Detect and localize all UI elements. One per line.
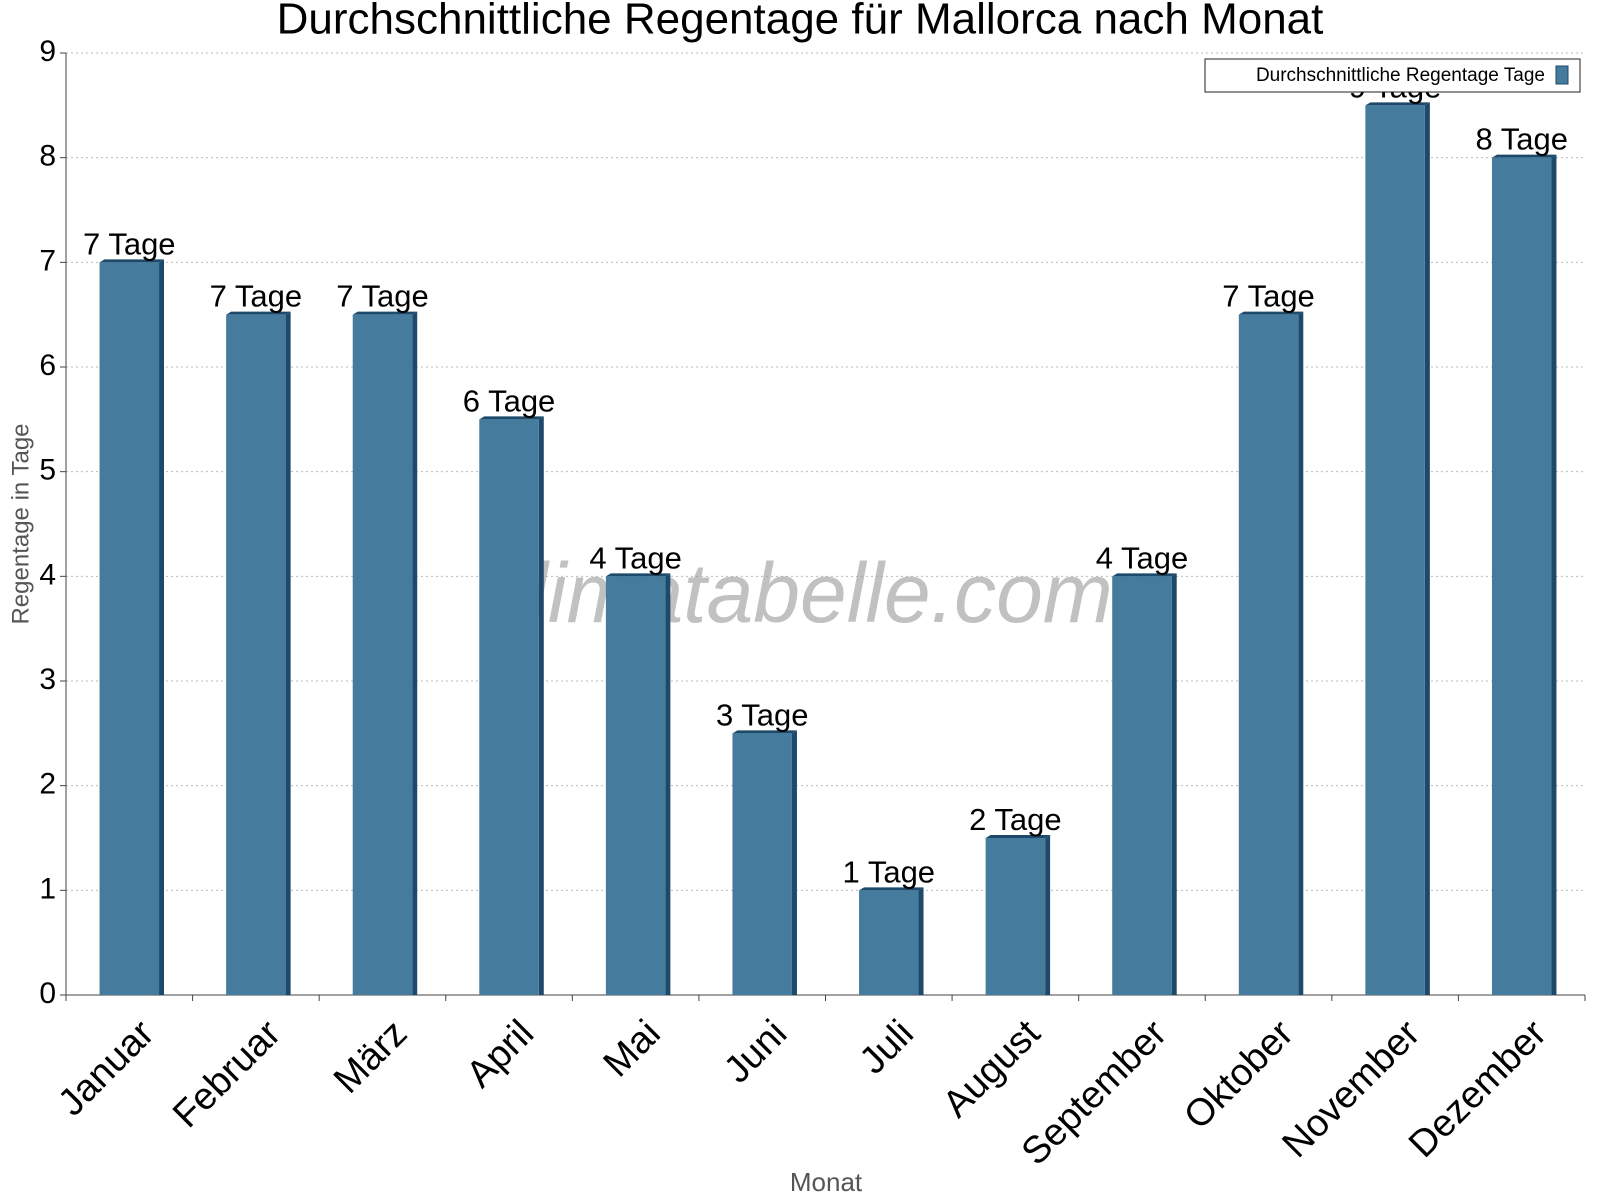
chart-title: Durchschnittliche Regentage für Mallorca… xyxy=(277,0,1324,44)
bar-side xyxy=(791,730,797,995)
watermark: klimatabelle.com xyxy=(487,546,1113,640)
x-tick-label: August xyxy=(935,1012,1049,1126)
value-label: 7 Tage xyxy=(336,279,429,314)
value-label: 8 Tage xyxy=(1475,122,1568,157)
bar-side xyxy=(1424,102,1430,996)
value-label: 1 Tage xyxy=(843,854,936,889)
bar xyxy=(859,890,919,995)
y-tick-label: 1 xyxy=(39,872,56,905)
y-tick-label: 7 xyxy=(39,244,56,277)
bar-side xyxy=(285,311,291,996)
value-label: 3 Tage xyxy=(716,697,809,732)
bar-side xyxy=(1551,154,1557,995)
y-tick-label: 2 xyxy=(39,768,56,801)
bar-side xyxy=(1298,311,1304,996)
y-tick-label: 6 xyxy=(39,349,56,382)
legend-box xyxy=(1204,58,1581,93)
bar-side xyxy=(538,416,544,995)
bar-side xyxy=(412,311,418,996)
x-tick-label: März xyxy=(326,1012,415,1101)
bar-side xyxy=(159,259,165,995)
legend: Durchschnittliche Regentage Tage xyxy=(1204,58,1581,93)
x-axis-label: Monat xyxy=(790,1167,863,1197)
bar-top xyxy=(1112,573,1177,577)
value-label: 4 Tage xyxy=(589,540,682,575)
bar-top xyxy=(479,416,544,420)
bar-top xyxy=(985,835,1051,838)
bar xyxy=(352,314,413,996)
value-label: 7 Tage xyxy=(83,226,176,261)
x-tick-label: Dezember xyxy=(1401,1012,1555,1166)
value-label: 2 Tage xyxy=(969,802,1062,837)
x-tick-label: November xyxy=(1275,1012,1429,1166)
x-tick-label: Mai xyxy=(596,1012,669,1085)
bar-side xyxy=(1045,835,1051,995)
bar xyxy=(605,576,666,995)
bar-side xyxy=(1171,573,1177,995)
y-tick-label: 9 xyxy=(39,35,56,68)
bar-top xyxy=(732,730,797,734)
value-label: 4 Tage xyxy=(1096,540,1189,575)
x-tick-label: Juli xyxy=(852,1012,922,1082)
x-tick-label: Februar xyxy=(165,1012,289,1136)
bar-top xyxy=(226,311,291,315)
value-label: 7 Tage xyxy=(210,279,303,314)
y-tick-label: 0 xyxy=(39,977,56,1010)
bar-top xyxy=(99,259,165,263)
bar-top xyxy=(605,573,671,577)
legend-label: Durchschnittliche Regentage Tage xyxy=(1256,65,1545,86)
bar xyxy=(985,838,1046,995)
x-tick-label: April xyxy=(459,1012,542,1095)
y-axis-label: Regentage in Tage xyxy=(7,423,34,624)
y-tick-label: 4 xyxy=(39,558,56,591)
bar-top xyxy=(859,887,924,891)
y-tick-label: 8 xyxy=(39,140,56,173)
bar xyxy=(226,314,286,996)
bar xyxy=(1112,576,1172,995)
y-tick-label: 5 xyxy=(39,454,56,487)
x-tick-label: Oktober xyxy=(1176,1012,1302,1138)
bar xyxy=(1365,105,1425,996)
value-label: 6 Tage xyxy=(463,383,556,418)
bar-side xyxy=(665,573,671,995)
y-tick-label: 3 xyxy=(39,663,56,696)
bar xyxy=(1238,314,1299,996)
x-tick-label: Januar xyxy=(50,1012,162,1124)
bar-side xyxy=(918,887,924,995)
legend-swatch xyxy=(1555,65,1569,85)
bar xyxy=(99,262,160,995)
bar xyxy=(732,733,792,995)
x-tick-label: Juni xyxy=(716,1012,795,1091)
bar-top xyxy=(1491,154,1557,158)
bar-top xyxy=(352,311,418,315)
bar-top xyxy=(1238,311,1304,315)
bar xyxy=(479,419,539,995)
value-label: 7 Tage xyxy=(1222,279,1315,314)
bar-top xyxy=(1365,102,1430,106)
bar xyxy=(1491,157,1552,995)
